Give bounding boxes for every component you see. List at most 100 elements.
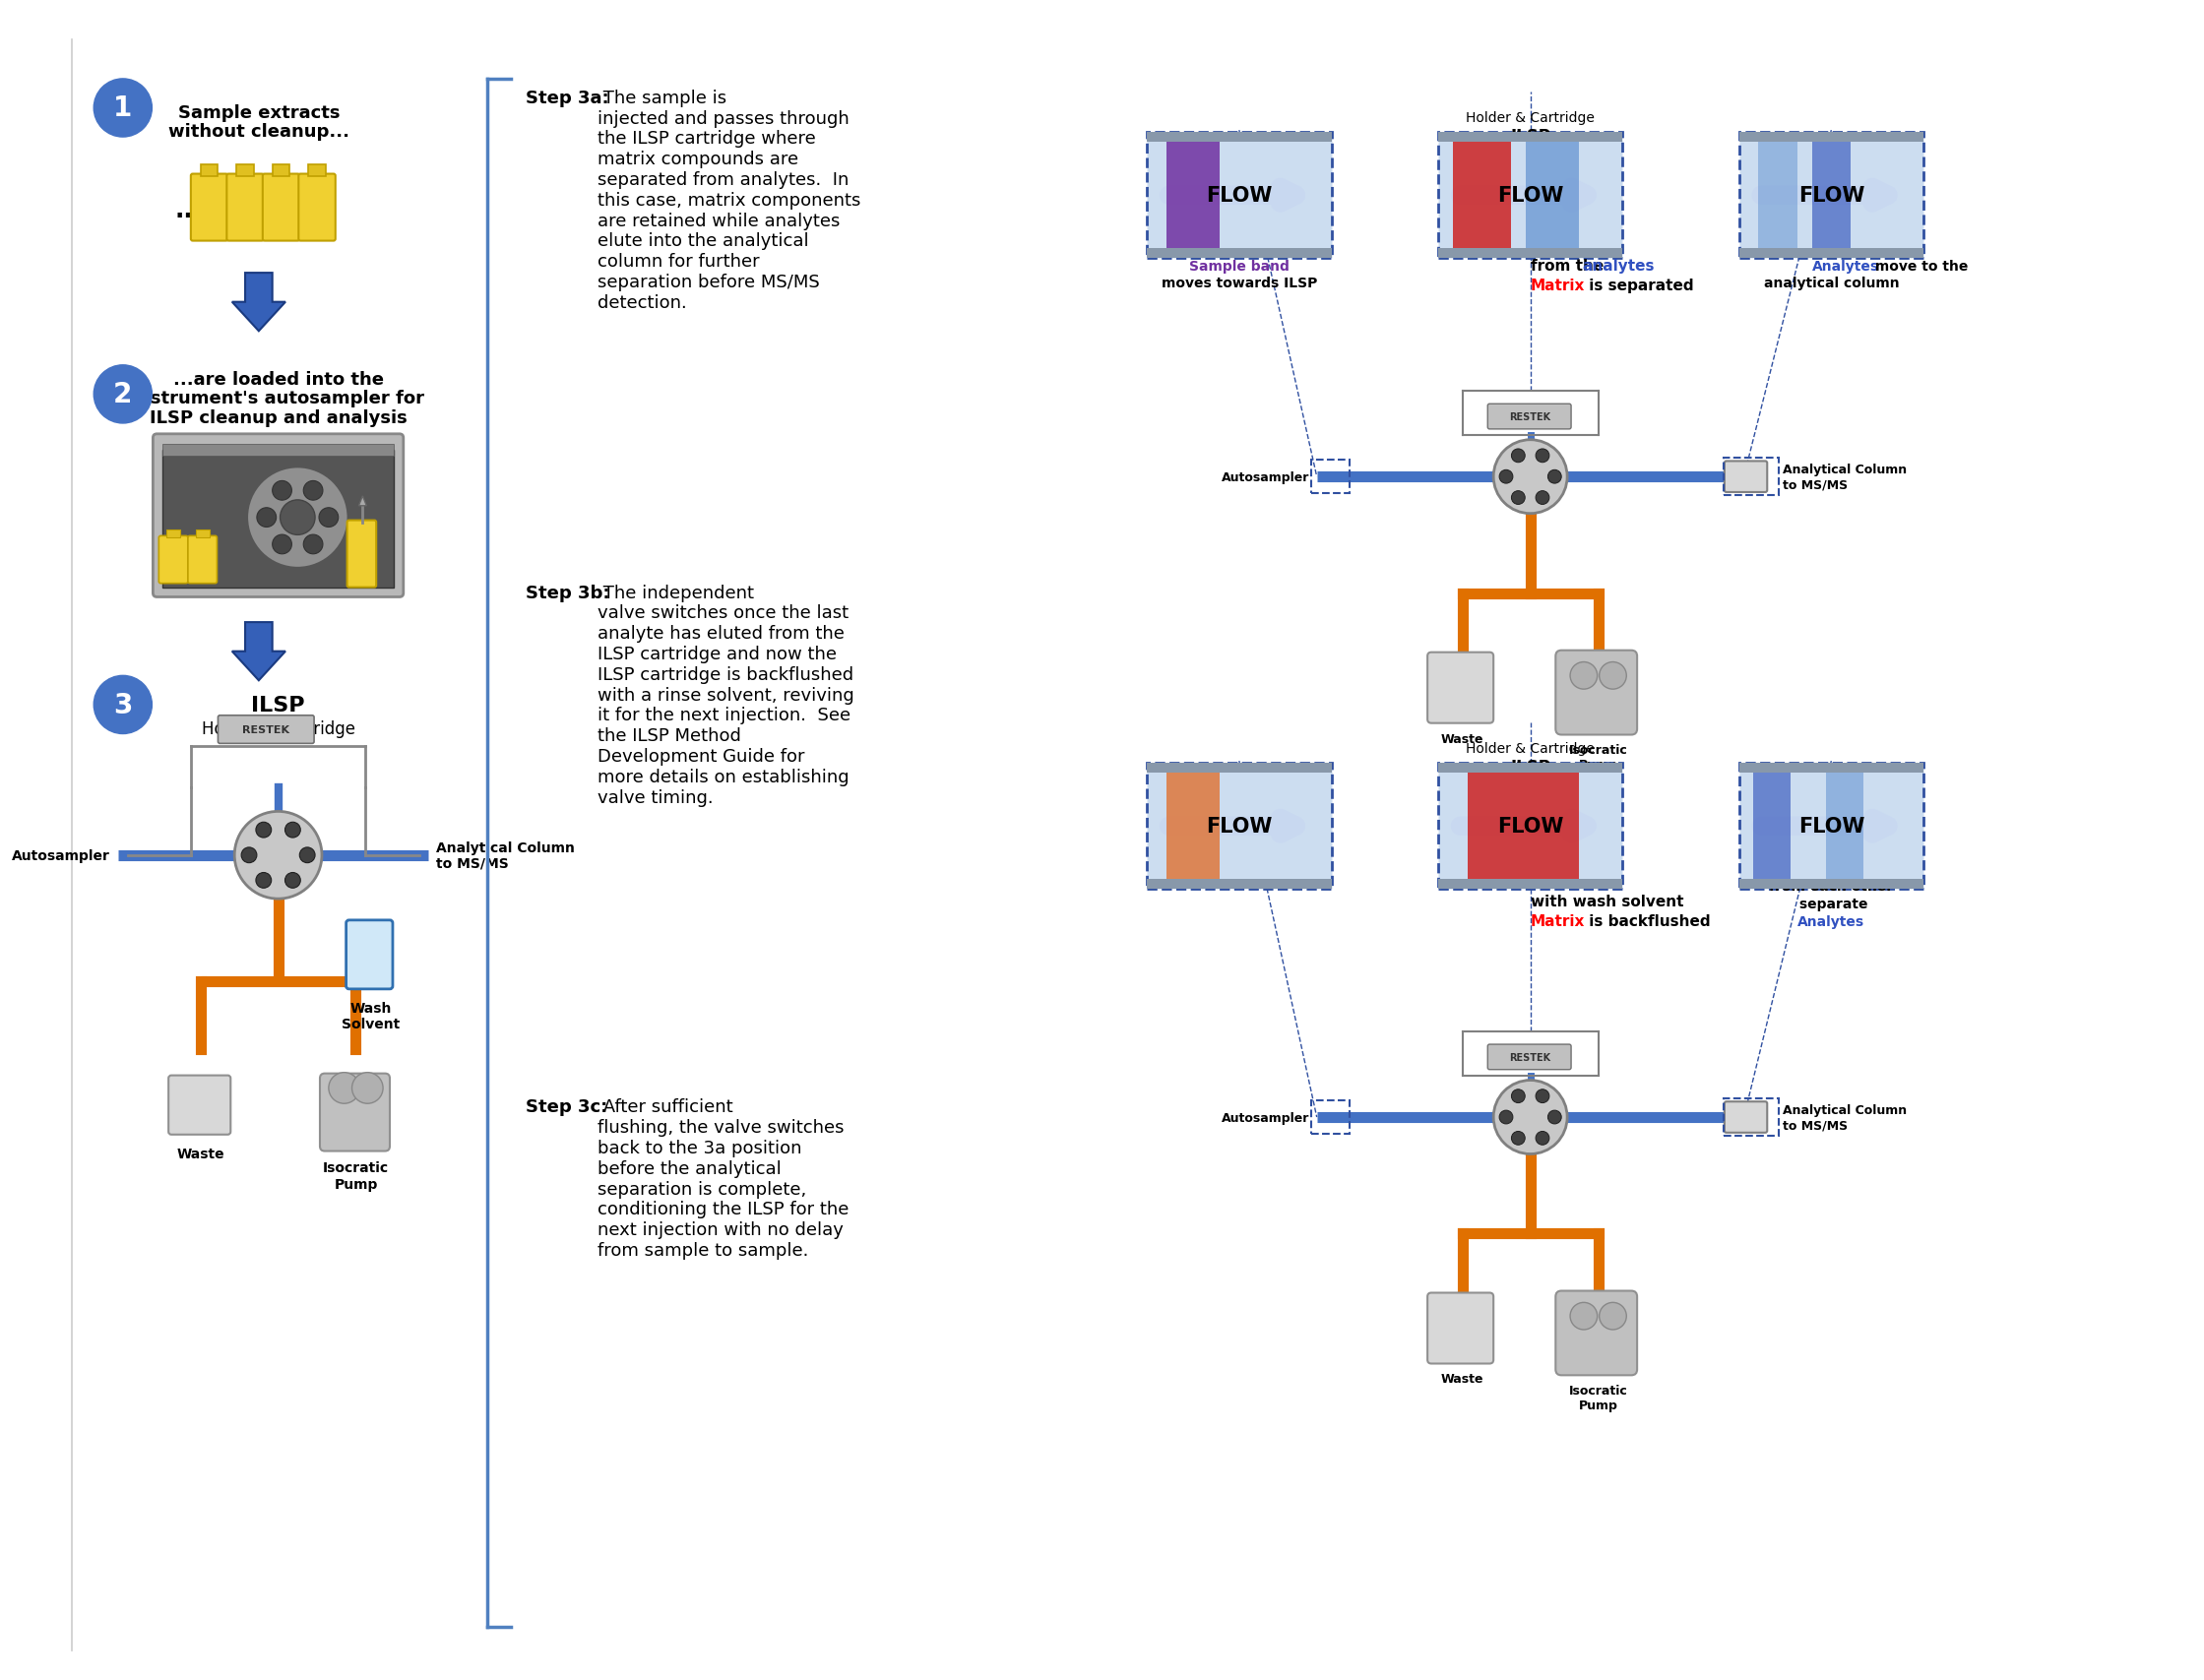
- Bar: [309, 165, 326, 176]
- Text: FLOW: FLOW: [1497, 186, 1563, 207]
- Circle shape: [240, 848, 258, 864]
- Text: ILSP: ILSP: [1510, 128, 1549, 146]
- Circle shape: [328, 1074, 359, 1104]
- FancyBboxPatch shape: [1556, 650, 1638, 736]
- Text: After sufficient
flushing, the valve switches
back to the 3a position
before the: After sufficient flushing, the valve swi…: [597, 1099, 849, 1258]
- Text: FLOW: FLOW: [1798, 186, 1865, 207]
- Bar: [1525, 143, 1578, 249]
- Text: is separated: is separated: [1585, 279, 1693, 292]
- Text: is backflushed: is backflushed: [1585, 914, 1710, 929]
- Circle shape: [1536, 450, 1549, 464]
- Bar: [1166, 143, 1219, 249]
- Circle shape: [284, 823, 300, 838]
- Text: 3: 3: [112, 692, 132, 719]
- FancyArrow shape: [231, 623, 287, 680]
- Circle shape: [280, 501, 315, 536]
- Text: Step 3a:: Step 3a:: [527, 89, 608, 108]
- Circle shape: [1512, 1132, 1525, 1146]
- Text: Isocratic
Pump: Isocratic Pump: [1569, 744, 1629, 771]
- Bar: [1439, 880, 1622, 889]
- Text: analytical column: analytical column: [1763, 276, 1900, 291]
- Text: Analytical Column
to MS/MS: Analytical Column to MS/MS: [1783, 464, 1906, 491]
- Text: Analytical Column
to MS/MS: Analytical Column to MS/MS: [1783, 1104, 1906, 1131]
- FancyBboxPatch shape: [1739, 133, 1924, 259]
- Bar: [163, 444, 395, 455]
- Text: Isocratic
Pump: Isocratic Pump: [1569, 1384, 1629, 1411]
- Bar: [1146, 880, 1331, 889]
- Circle shape: [1499, 470, 1512, 484]
- Text: ...: ...: [174, 198, 203, 222]
- Text: Analytical Column
to MS/MS: Analytical Column to MS/MS: [436, 840, 575, 870]
- Circle shape: [300, 848, 315, 864]
- Bar: [1166, 773, 1219, 880]
- Text: Step 3b:: Step 3b:: [527, 585, 611, 601]
- Circle shape: [304, 536, 322, 554]
- Text: FLOW: FLOW: [1497, 816, 1563, 837]
- Circle shape: [1494, 440, 1567, 514]
- Polygon shape: [359, 497, 366, 506]
- Bar: [236, 165, 253, 176]
- Circle shape: [1512, 492, 1525, 506]
- Circle shape: [320, 509, 339, 528]
- Bar: [1146, 249, 1331, 259]
- Circle shape: [258, 509, 276, 528]
- Text: Wash
Solvent: Wash Solvent: [342, 1001, 399, 1032]
- Bar: [168, 531, 181, 538]
- Text: 2: 2: [112, 381, 132, 408]
- Circle shape: [95, 366, 152, 423]
- Circle shape: [1547, 1110, 1560, 1124]
- FancyBboxPatch shape: [298, 175, 335, 242]
- Text: Matrix: Matrix: [1530, 279, 1585, 292]
- Circle shape: [273, 536, 291, 554]
- Bar: [273, 165, 289, 176]
- Text: ILSP cleanup and analysis: ILSP cleanup and analysis: [150, 410, 408, 427]
- Bar: [1146, 133, 1331, 143]
- FancyBboxPatch shape: [1724, 1102, 1768, 1132]
- FancyBboxPatch shape: [346, 921, 392, 990]
- FancyBboxPatch shape: [159, 536, 187, 585]
- Circle shape: [95, 79, 152, 138]
- Bar: [1452, 143, 1512, 249]
- Text: without cleanup...: without cleanup...: [168, 123, 348, 141]
- Bar: [1759, 143, 1796, 249]
- Circle shape: [1512, 1090, 1525, 1104]
- FancyBboxPatch shape: [262, 175, 300, 242]
- FancyBboxPatch shape: [1428, 1294, 1494, 1364]
- Text: move to the: move to the: [1869, 260, 1968, 274]
- FancyBboxPatch shape: [1146, 133, 1331, 259]
- Circle shape: [273, 482, 291, 501]
- Text: Holder & Cartridge: Holder & Cartridge: [201, 719, 355, 738]
- Bar: [1739, 763, 1924, 773]
- Text: separate: separate: [1794, 897, 1869, 911]
- Bar: [163, 450, 395, 588]
- FancyBboxPatch shape: [1439, 133, 1622, 259]
- Bar: [1739, 249, 1924, 259]
- Text: instrument's autosampler for: instrument's autosampler for: [132, 390, 425, 408]
- Text: analytes: analytes: [1582, 259, 1655, 274]
- Text: Sample band: Sample band: [1188, 260, 1289, 274]
- Text: from the: from the: [1530, 259, 1609, 274]
- Text: Sample extracts: Sample extracts: [179, 104, 339, 121]
- Text: Analytes: Analytes: [1798, 914, 1865, 929]
- Text: with wash solvent: with wash solvent: [1530, 894, 1684, 909]
- Circle shape: [95, 675, 152, 734]
- FancyBboxPatch shape: [218, 716, 315, 744]
- Text: Matrix: Matrix: [1530, 914, 1585, 929]
- Circle shape: [1499, 1110, 1512, 1124]
- Text: ...are loaded into the: ...are loaded into the: [172, 371, 383, 388]
- Circle shape: [1536, 1132, 1549, 1146]
- Text: Waste: Waste: [1441, 732, 1483, 746]
- FancyBboxPatch shape: [1556, 1290, 1638, 1376]
- Bar: [1439, 133, 1622, 143]
- Circle shape: [1512, 450, 1525, 464]
- Text: ILSP: ILSP: [1510, 759, 1549, 776]
- Bar: [1827, 773, 1862, 880]
- Text: Waste: Waste: [176, 1146, 225, 1161]
- Text: Autosampler: Autosampler: [1221, 1110, 1309, 1124]
- FancyBboxPatch shape: [1146, 763, 1331, 889]
- Text: Analytes: Analytes: [1812, 260, 1878, 274]
- Text: Waste: Waste: [1441, 1373, 1483, 1386]
- Text: Holder & Cartridge: Holder & Cartridge: [1466, 743, 1596, 756]
- Circle shape: [1547, 470, 1560, 484]
- Bar: [1812, 143, 1851, 249]
